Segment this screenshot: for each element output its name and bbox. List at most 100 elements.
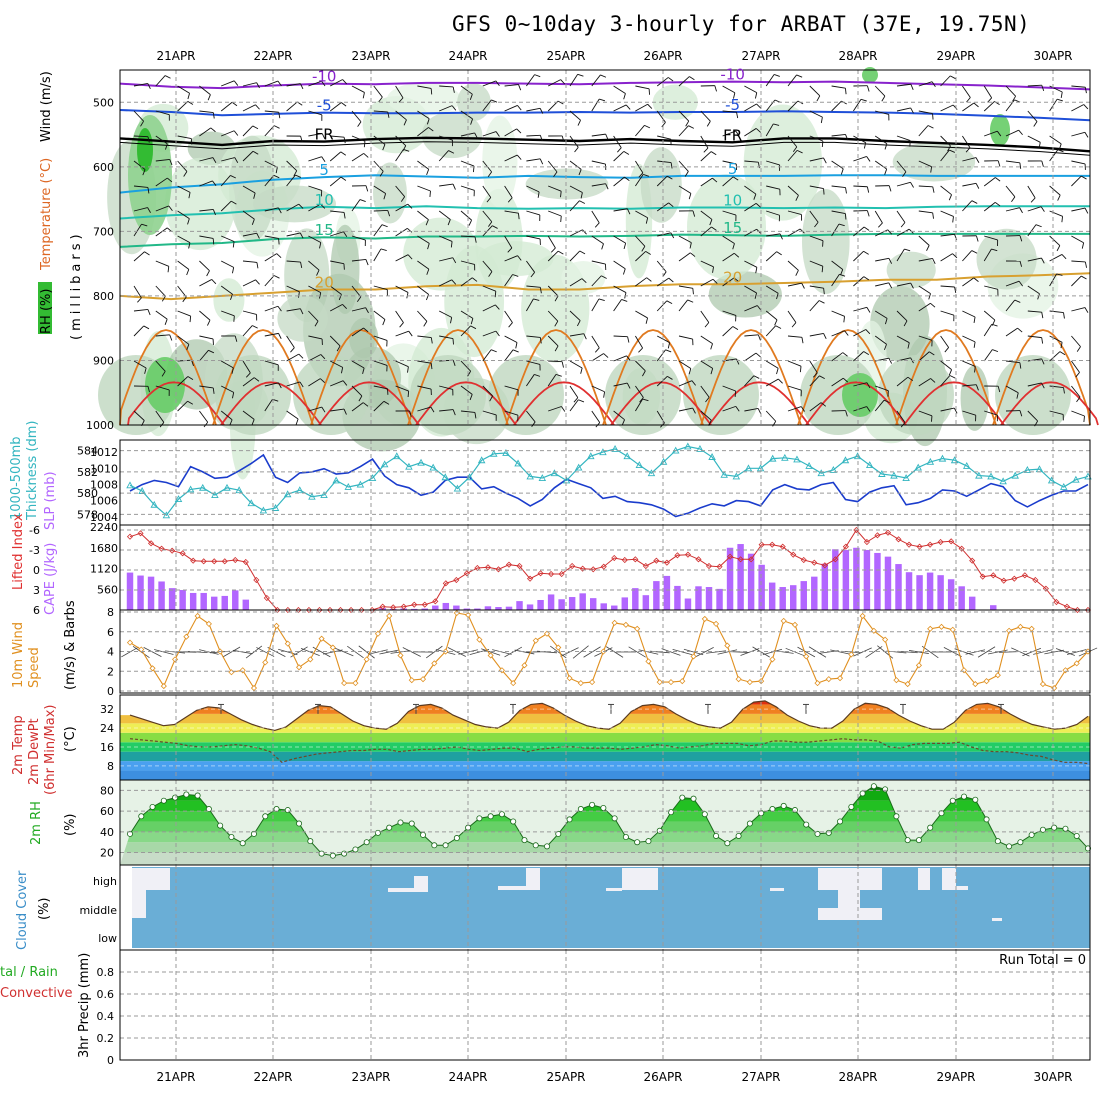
rh2m-axis-label: 2m RH — [29, 801, 44, 845]
lifted-index-point — [137, 530, 144, 537]
wind-barb — [380, 248, 387, 251]
wind-speed-point — [735, 676, 742, 683]
wind-barb — [1005, 385, 1019, 394]
wind-barb — [395, 254, 409, 262]
wind-barb — [530, 272, 536, 278]
wind-barb — [264, 110, 279, 113]
lifted-index-point — [1000, 577, 1007, 584]
wind-barb — [787, 150, 798, 162]
wind-barb — [591, 183, 606, 187]
warm-contour-25 — [700, 329, 802, 426]
slp-point — [514, 459, 522, 467]
contour-label: 20 — [315, 273, 334, 291]
wind-barb — [451, 105, 457, 111]
wind-barb — [308, 335, 323, 340]
wind-barb — [940, 75, 951, 87]
wind-speed-point — [769, 656, 776, 663]
lifted-index-point — [958, 545, 965, 552]
wind-tick-label: 8 — [107, 606, 114, 619]
lifted-index-point — [495, 566, 502, 573]
thickness-tick-label: 580 — [77, 487, 98, 500]
wind-barb — [896, 181, 911, 187]
wind-speed-point — [341, 680, 348, 687]
cape-bar — [600, 603, 607, 610]
wind-barb — [1005, 280, 1020, 287]
wind-barb — [591, 385, 605, 393]
wind-barb — [940, 185, 952, 196]
cape-bar — [990, 605, 997, 610]
wind-barb — [264, 360, 279, 366]
slp-tick-label: 1008 — [90, 479, 118, 492]
cape-bar — [221, 595, 228, 610]
cloud-clear-patch — [388, 888, 414, 892]
wind-barb — [286, 101, 298, 112]
2m-rh-point — [600, 804, 607, 811]
pressure-tick-label: 600 — [93, 161, 114, 174]
wind-barb — [599, 98, 606, 102]
wind-barb — [883, 344, 887, 351]
wind-barb — [221, 157, 235, 162]
wind-barb — [787, 100, 799, 112]
wind-barb — [251, 419, 255, 426]
lifted-index-point — [1053, 598, 1060, 606]
wind-barb — [1005, 360, 1020, 364]
wind-barb — [973, 341, 976, 348]
wind-barb — [407, 366, 409, 373]
wind-barb — [395, 330, 409, 337]
cape-tick-label: 1680 — [90, 542, 118, 555]
wind-barb — [220, 101, 233, 112]
wind-barb — [569, 135, 579, 148]
wind-barb — [579, 200, 586, 204]
wind-speed-point — [374, 630, 382, 637]
slp-point — [308, 492, 316, 500]
wind-barb — [582, 229, 587, 235]
wind-barb — [809, 85, 821, 97]
cape-bar — [674, 585, 681, 610]
wind-barb — [407, 390, 410, 398]
wind-barb — [569, 360, 583, 369]
wind-barb — [417, 85, 432, 89]
precip-tick-label: 0.6 — [97, 988, 115, 1001]
rh-shading — [525, 168, 609, 200]
wind-barb — [387, 210, 391, 217]
wind-barb — [177, 376, 189, 387]
wind-barb — [853, 329, 866, 337]
slp-point — [829, 466, 838, 473]
wind-barb — [962, 85, 971, 98]
wind-barb — [504, 335, 518, 343]
wind-speed-point — [126, 639, 134, 646]
wind-barb — [755, 352, 761, 358]
wind-barb — [874, 335, 887, 345]
wind-barb — [183, 171, 188, 177]
2m-rh-point — [329, 852, 336, 859]
wind-barb — [144, 251, 150, 256]
wind-barb — [722, 85, 736, 94]
cape-bar — [884, 556, 892, 610]
wind-barb — [300, 261, 303, 269]
wind-barb — [932, 212, 934, 219]
rh-shading-lower — [410, 355, 486, 435]
wind-barb — [460, 185, 475, 191]
wind-barb — [231, 101, 238, 107]
wind-barb — [874, 85, 886, 97]
wind-barb — [896, 335, 910, 344]
wind-barb — [212, 238, 215, 245]
contour-label: -5 — [317, 97, 332, 115]
wind-barb — [199, 310, 211, 321]
wind-barb — [439, 335, 454, 339]
wind-barb — [264, 80, 279, 87]
wind-speed-point — [273, 622, 280, 629]
contour-label: 15 — [315, 221, 334, 239]
wind-barb — [688, 368, 692, 375]
wind-barb — [517, 105, 522, 111]
wind-barb — [242, 260, 257, 263]
2m-rh-point — [1028, 831, 1035, 838]
wind-speed-point — [532, 637, 539, 644]
wind-barb — [155, 410, 165, 423]
wind-barb — [526, 410, 536, 423]
wind-barb — [984, 410, 998, 416]
run-total-label: Run Total = 0 — [999, 953, 1086, 968]
wind-barb — [831, 185, 846, 188]
2m-rh-point — [555, 830, 562, 837]
wind-barb — [221, 80, 235, 87]
